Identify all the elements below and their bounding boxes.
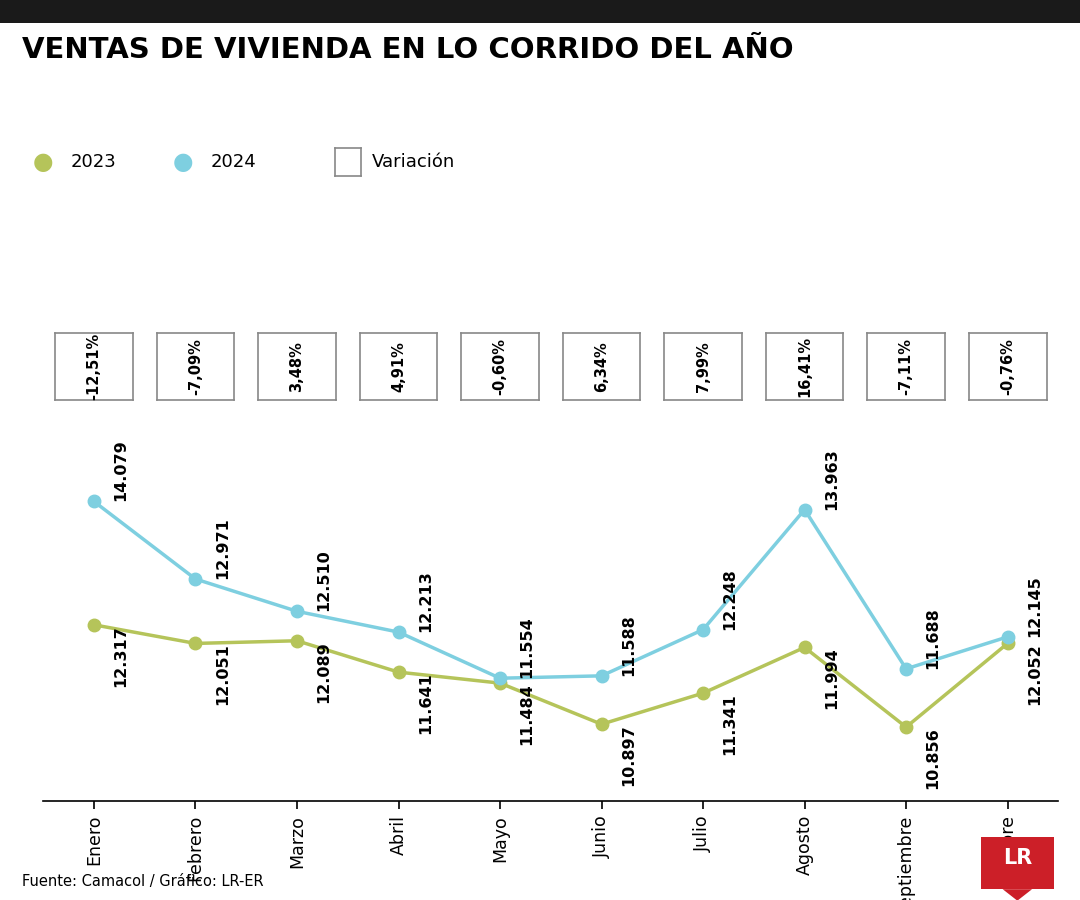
Text: 12.051: 12.051 [215,644,230,706]
Text: 12.145: 12.145 [1027,575,1042,637]
Text: 12.510: 12.510 [316,550,332,611]
Text: -7,09%: -7,09% [188,338,203,395]
Text: 10.897: 10.897 [621,724,636,786]
Text: 11.994: 11.994 [824,647,839,709]
Text: 6,34%: 6,34% [594,341,609,392]
Text: -12,51%: -12,51% [86,333,102,400]
Text: ●: ● [173,150,193,174]
Text: Variación: Variación [372,153,455,171]
Text: 11.588: 11.588 [621,614,636,676]
Text: 4,91%: 4,91% [391,341,406,392]
Text: 12.317: 12.317 [113,625,129,687]
Text: 3,48%: 3,48% [289,341,305,392]
Text: 2024: 2024 [211,153,256,171]
Text: 11.484: 11.484 [519,683,535,745]
Text: 12.052: 12.052 [1027,644,1042,705]
Text: VENTAS DE VIVIENDA EN LO CORRIDO DEL AÑO: VENTAS DE VIVIENDA EN LO CORRIDO DEL AÑO [22,36,793,64]
Text: ●: ● [32,150,53,174]
Text: 14.079: 14.079 [113,440,129,501]
Text: 11.688: 11.688 [926,608,941,669]
Text: 12.089: 12.089 [316,641,332,703]
Text: 12.971: 12.971 [215,518,230,579]
Text: -0,76%: -0,76% [1000,338,1015,395]
Polygon shape [1002,889,1032,900]
Text: Fuente: Camacol / Gráfico: LR-ER: Fuente: Camacol / Gráfico: LR-ER [22,874,264,889]
Text: 12.248: 12.248 [723,568,738,630]
Text: 7,99%: 7,99% [696,341,711,392]
Text: 16,41%: 16,41% [797,337,812,397]
Text: LR: LR [1002,848,1032,868]
Text: -0,60%: -0,60% [492,338,508,395]
Text: 11.641: 11.641 [418,672,433,733]
Text: 12.213: 12.213 [418,571,433,632]
Text: 11.341: 11.341 [723,693,738,755]
Text: 2023: 2023 [70,153,116,171]
Text: 11.554: 11.554 [519,616,535,679]
Text: 10.856: 10.856 [926,727,941,788]
Text: 13.963: 13.963 [824,448,839,509]
Text: -7,11%: -7,11% [899,338,914,395]
